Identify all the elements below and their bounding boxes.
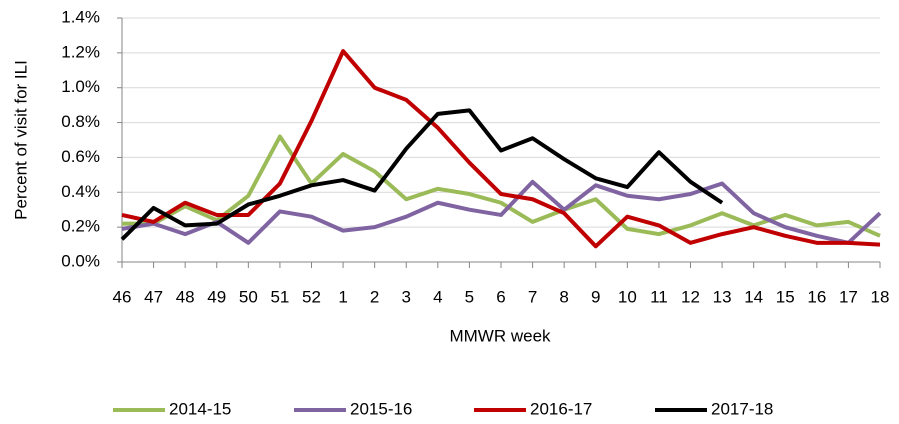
x-tick-label: 48 <box>176 287 195 306</box>
x-tick-label: 52 <box>302 287 321 306</box>
y-tick-label: 1.4% <box>61 7 100 26</box>
x-tick-label: 15 <box>776 287 795 306</box>
x-tick-label: 47 <box>144 287 163 306</box>
legend-label: 2015-16 <box>350 399 412 418</box>
x-tick-label: 11 <box>650 287 668 306</box>
y-tick-label: 0.2% <box>61 217 100 236</box>
x-axis-title: MMWR week <box>449 326 551 345</box>
legend-label: 2017-18 <box>711 399 773 418</box>
x-tick-label: 14 <box>744 287 763 306</box>
x-tick-label: 12 <box>681 287 700 306</box>
x-tick-label: 49 <box>207 287 226 306</box>
x-tick-label: 8 <box>559 287 568 306</box>
y-tick-label: 0.6% <box>61 147 100 166</box>
x-tick-label: 17 <box>839 287 858 306</box>
x-tick-label: 4 <box>433 287 442 306</box>
x-tick-label: 3 <box>402 287 411 306</box>
y-tick-label: 0.8% <box>61 112 100 131</box>
x-tick-label: 9 <box>591 287 600 306</box>
x-tick-label: 10 <box>618 287 637 306</box>
series-line <box>120 108 724 241</box>
y-tick-label: 1.2% <box>61 42 100 61</box>
x-tick-label: 1 <box>338 287 347 306</box>
x-tick-label: 46 <box>113 287 132 306</box>
y-tick-label: 1.0% <box>61 77 100 96</box>
x-tick-label: 5 <box>465 287 474 306</box>
x-tick-label: 7 <box>528 287 537 306</box>
legend-label: 2014-15 <box>169 399 231 418</box>
series-line <box>121 179 882 245</box>
x-tick-label: 16 <box>807 287 826 306</box>
y-axis-title: Percent of visit for ILI <box>11 60 30 220</box>
y-tick-label: 0.0% <box>61 251 100 270</box>
y-tick-label: 0.4% <box>61 182 100 201</box>
x-tick-label: 50 <box>239 287 258 306</box>
legend-label: 2016-17 <box>530 399 592 418</box>
x-tick-label: 2 <box>370 287 379 306</box>
series-line <box>121 49 881 249</box>
x-tick-label: 51 <box>270 287 289 306</box>
x-tick-label: 6 <box>496 287 505 306</box>
x-tick-label: 18 <box>871 287 890 306</box>
x-tick-label: 13 <box>713 287 732 306</box>
